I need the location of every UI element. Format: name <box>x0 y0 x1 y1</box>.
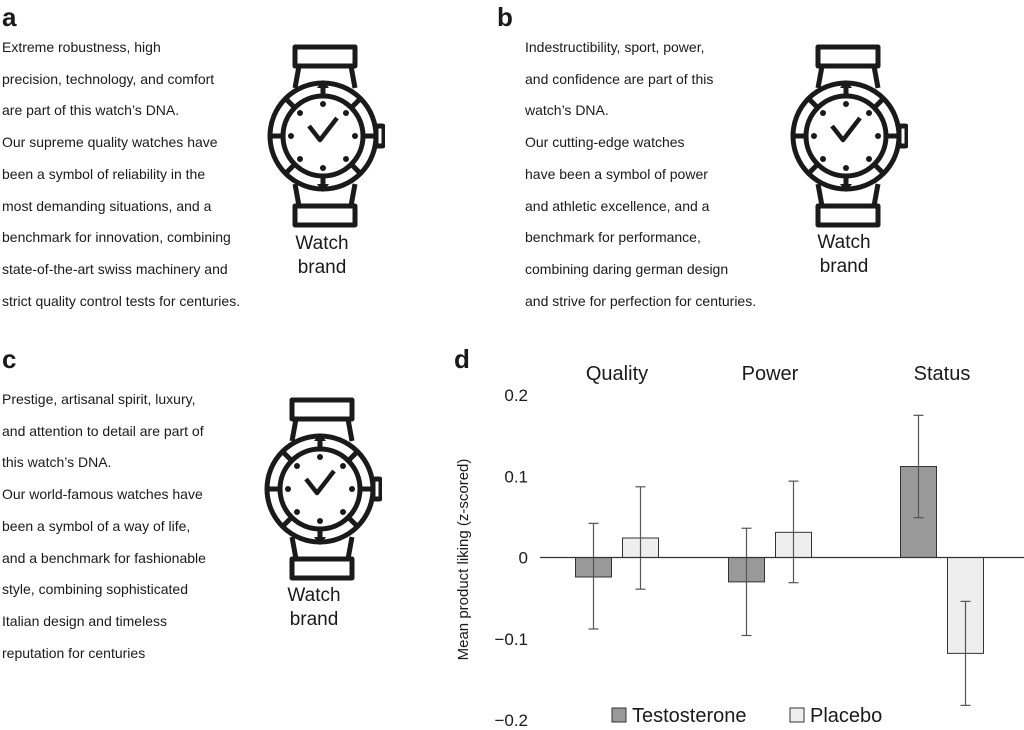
legend-swatch <box>611 707 627 723</box>
ad-text-line: precision, technology, and comfort <box>2 70 215 87</box>
brand-label-line: brand <box>289 609 339 630</box>
watch-icon-b <box>790 44 908 228</box>
brand-label-line: Watch <box>287 585 341 606</box>
ad-text-line: and strive for perfection for centuries. <box>525 292 757 309</box>
ad-text-line: strict quality control tests for centuri… <box>2 292 241 309</box>
ad-text-line: are part of this watch’s DNA. <box>2 102 180 119</box>
brand-label-c: Watch brand <box>259 584 369 632</box>
ad-text-line: have been a symbol of power <box>525 165 708 182</box>
ad-text-line: style, combining sophisticated <box>2 581 188 598</box>
brand-label-b: Watch brand <box>789 231 899 279</box>
category-label: Status <box>914 363 971 385</box>
legend-label: Placebo <box>810 705 882 727</box>
watch-icon-a <box>267 44 385 228</box>
y-tick-label: 0.2 <box>504 386 528 405</box>
ad-text-line: and a benchmark for fashionable <box>2 549 206 566</box>
ad-text-line: and athletic excellence, and a <box>525 197 710 214</box>
y-tick-label: −0.1 <box>494 630 528 649</box>
ad-text-line: Indestructibility, sport, power, <box>525 39 705 55</box>
watch-icon-c <box>264 397 382 581</box>
category-label: Quality <box>586 363 648 385</box>
y-tick-label: 0.1 <box>504 467 528 486</box>
brand-label-line: Watch <box>817 232 871 253</box>
y-tick-label: −0.2 <box>494 711 528 730</box>
ad-text-line: benchmark for innovation, combining <box>2 229 231 246</box>
brand-label-line: brand <box>297 257 347 278</box>
ad-text-line: benchmark for performance, <box>525 229 701 246</box>
panel-label-c: c <box>2 344 17 374</box>
ad-text-line: state-of-the-art swiss machinery and <box>2 260 228 277</box>
ad-text-line: Our cutting-edge watches <box>525 134 685 151</box>
panel-label-a: a <box>2 2 17 32</box>
ad-text-c: Prestige, artisanal spirit, luxury, and … <box>2 384 206 669</box>
ad-text-line: watch’s DNA. <box>525 102 609 119</box>
y-axis-label: Mean product liking (z-scored) <box>455 459 472 661</box>
category-label: Power <box>742 363 799 385</box>
ad-text-line: been a symbol of a way of life, <box>2 517 191 534</box>
ad-text-line: reputation for centuries <box>2 644 146 661</box>
ad-text-line: and attention to detail are part of <box>2 422 204 439</box>
ad-text-b: Indestructibility, sport, power, and con… <box>525 32 756 317</box>
panel-label-d: d <box>454 344 470 374</box>
panel-label-b: b <box>497 2 513 32</box>
ad-text-line: Our world-famous watches have <box>2 486 203 503</box>
ad-text-line: this watch’s DNA. <box>2 454 112 471</box>
bar-chart: Mean product liking (z-scored) 0.2 0.1 0 −0.… <box>455 363 1024 730</box>
y-tick-label: 0 <box>519 549 528 568</box>
ad-text-a: Extreme robustness, high precision, tech… <box>2 32 240 317</box>
legend-label: Testosterone <box>632 705 747 727</box>
ad-text-line: Our supreme quality watches have <box>2 134 218 151</box>
ad-text-line: Italian design and timeless <box>2 612 167 629</box>
brand-label-line: brand <box>819 256 869 277</box>
ad-text-line: combining daring german design <box>525 260 729 277</box>
ad-text-line: Extreme robustness, high <box>2 39 161 55</box>
ad-text-line: and confidence are part of this <box>525 70 714 87</box>
ad-text-line: Prestige, artisanal spirit, luxury, <box>2 391 196 407</box>
ad-text-line: most demanding situations, and a <box>2 197 212 214</box>
brand-label-a: Watch brand <box>267 232 377 280</box>
brand-label-line: Watch <box>295 233 349 254</box>
legend-swatch <box>789 707 805 723</box>
ad-text-line: been a symbol of reliability in the <box>2 165 206 182</box>
